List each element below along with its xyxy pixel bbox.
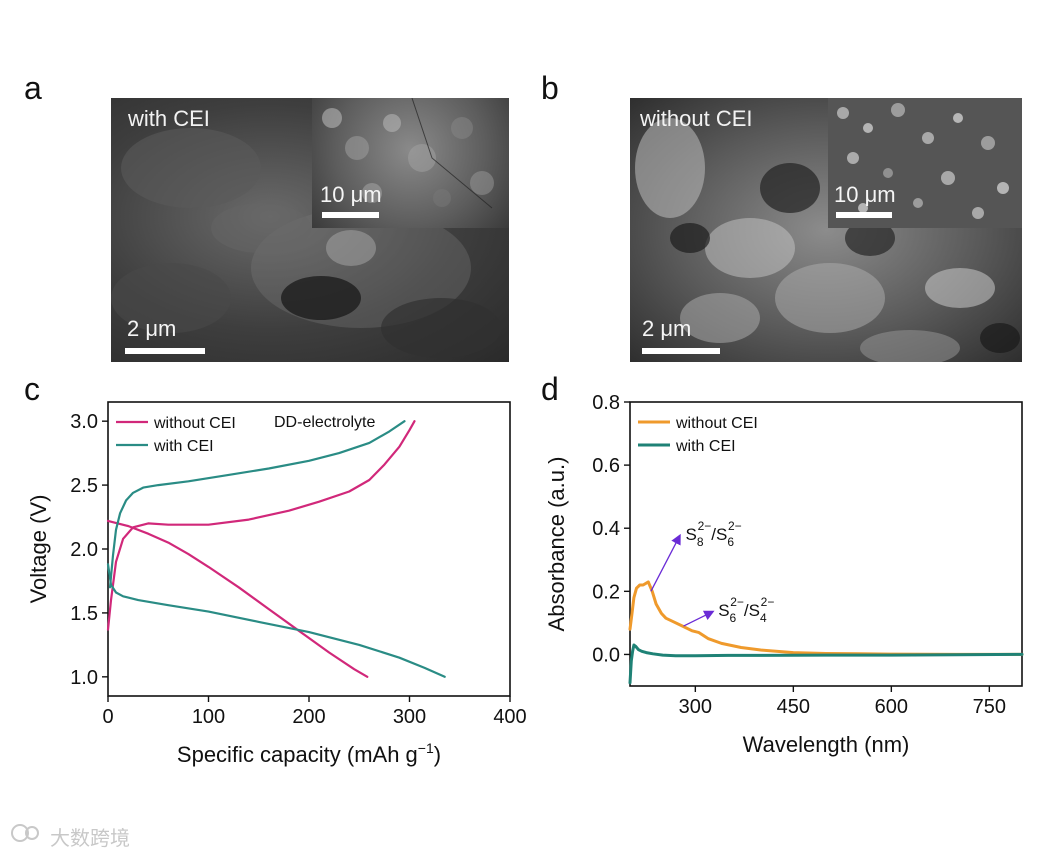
annotation-arrow (683, 610, 715, 627)
panel-letter-c: c (24, 371, 40, 407)
y-tick-label: 0.0 (592, 644, 620, 666)
x-tick-label: 300 (679, 696, 712, 718)
sem-image-without-cei: 10 μm without CEI 2 μm (630, 98, 1022, 362)
scale-label: 2 μm (127, 316, 177, 341)
x-axis-label: Wavelength (nm) (743, 732, 910, 757)
y-tick-label: 1.0 (70, 667, 98, 689)
x-axis-label: Specific capacity (mAh g−1) (177, 740, 441, 767)
x-tick-label: 600 (875, 696, 908, 718)
y-tick-label: 0.2 (592, 581, 620, 603)
y-tick-label: 1.5 (70, 603, 98, 625)
sem-inset-texture (828, 98, 1022, 228)
series-line-without-cei (628, 580, 1024, 656)
plot-frame (629, 401, 1023, 687)
scale-bar (642, 348, 720, 354)
series-line-with-cei (628, 643, 1024, 685)
species-annotation: S62−/S42− (718, 595, 774, 625)
x-tick-label: 0 (102, 706, 113, 728)
x-tick-label: 450 (777, 696, 810, 718)
y-tick-label: 2.5 (70, 475, 98, 497)
x-tick-label: 400 (493, 706, 526, 728)
x-tick-label: 300 (393, 706, 426, 728)
x-tick-label: 200 (292, 706, 325, 728)
legend-label: without CEI (153, 415, 236, 432)
sem-inset-with-cei: 10 μm (312, 98, 509, 228)
panel-letter-b: b (541, 70, 559, 106)
sem-label-without-cei: without CEI (640, 106, 753, 131)
panel-letter-a: a (24, 70, 42, 106)
series-line-with-cei-discharge (106, 563, 446, 678)
watermark: 大数跨境 (50, 828, 130, 850)
inset-scale-bar (322, 212, 379, 218)
inset-scale-label: 10 μm (834, 182, 896, 207)
y-tick-label: 0.6 (592, 455, 620, 477)
legend-label: without CEI (675, 415, 758, 432)
series-line-without-cei-discharge (106, 519, 369, 678)
series-line-with-cei-charge (108, 420, 406, 589)
sem-inset-texture (322, 98, 494, 209)
absorbance-wavelength-chart: 300 450 600 750 0.0 0.2 0.4 0.6 0.8 Wavelength (n… (544, 392, 1024, 757)
series-line-without-cei-charge (106, 420, 416, 631)
sem-label-with-cei: with CEI (128, 106, 210, 131)
inset-scale-label: 10 μm (320, 182, 382, 207)
y-tick-label: 2.0 (70, 539, 98, 561)
scale-label: 2 μm (642, 316, 692, 341)
legend-label: with CEI (675, 438, 736, 455)
x-tick-label: 750 (973, 696, 1006, 718)
y-tick-label: 0.4 (592, 518, 620, 540)
x-tick-label: 100 (192, 706, 225, 728)
panel-letter-d: d (541, 371, 559, 407)
company-logo-icon (11, 824, 39, 842)
species-annotation: S82−/S62− (686, 519, 742, 549)
inset-scale-bar (836, 212, 892, 218)
voltage-capacity-chart: 0 100 200 300 400 1.0 1.5 2.0 2.5 3.0 Specific cap… (26, 401, 527, 767)
sem-texture (635, 118, 1020, 362)
y-tick-label: 3.0 (70, 411, 98, 433)
annotation-arrow (650, 533, 681, 592)
y-tick-label: 0.8 (592, 392, 620, 414)
y-axis-label: Absorbance (a.u.) (544, 457, 569, 632)
legend-label: with CEI (153, 438, 214, 455)
chart-annotation: DD-electrolyte (274, 414, 375, 431)
y-axis-label: Voltage (V) (26, 495, 51, 604)
sem-image-with-cei: 10 μm with CEI 2 μm (111, 98, 509, 362)
sem-inset-without-cei: 10 μm (828, 98, 1022, 228)
scale-bar (125, 348, 205, 354)
sem-texture (111, 128, 501, 358)
